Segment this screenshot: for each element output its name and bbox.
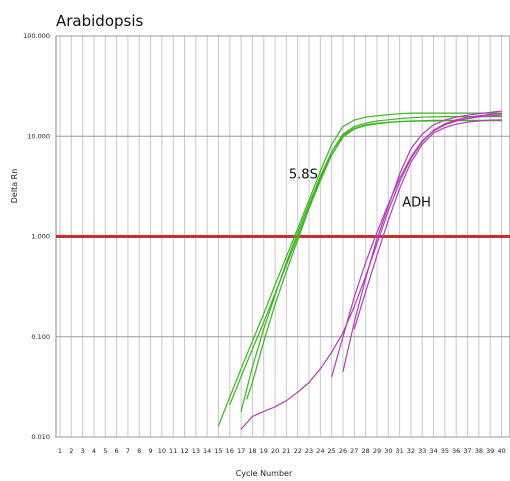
x-tick-label: 23 xyxy=(305,447,313,455)
x-tick-label: 9 xyxy=(148,447,152,455)
x-tick-label: 5 xyxy=(103,447,107,455)
x-tick-label: 25 xyxy=(328,447,336,455)
x-axis-label: Cycle Number xyxy=(236,469,293,478)
x-tick-label: 21 xyxy=(282,447,290,455)
y-tick-label: 10.000 xyxy=(27,132,50,140)
x-tick-label: 30 xyxy=(384,447,392,455)
x-tick-label: 39 xyxy=(486,447,494,455)
x-tick-label: 35 xyxy=(441,447,449,455)
x-tick-label: 18 xyxy=(248,447,256,455)
chart-title: Arabidopsis xyxy=(56,12,144,30)
x-tick-label: 16 xyxy=(226,447,234,455)
x-tick-label: 29 xyxy=(373,447,381,455)
x-tick-label: 12 xyxy=(180,447,188,455)
curve-adh-7 xyxy=(342,110,503,373)
x-tick-label: 20 xyxy=(271,447,279,455)
x-tick-label: 33 xyxy=(418,447,426,455)
x-tick-label: 14 xyxy=(203,447,211,455)
x-tick-label: 38 xyxy=(475,447,483,455)
annotation-adh: ADH xyxy=(402,195,431,210)
curve-adh-8 xyxy=(353,119,503,330)
x-tick-label: 3 xyxy=(81,447,85,455)
x-tick-label: 32 xyxy=(407,447,415,455)
x-tick-label: 24 xyxy=(316,447,324,455)
x-tick-label: 36 xyxy=(452,447,460,455)
x-tick-label: 1 xyxy=(58,447,62,455)
x-tick-label: 34 xyxy=(429,447,437,455)
x-tick-label: 15 xyxy=(214,447,222,455)
x-tick-label: 19 xyxy=(260,447,268,455)
x-tick-label: 40 xyxy=(497,447,505,455)
annotation-5-8s: 5.8S xyxy=(289,167,318,182)
x-tick-label: 2 xyxy=(69,447,73,455)
y-tick-label: 100.000 xyxy=(23,32,50,40)
x-tick-label: 13 xyxy=(192,447,200,455)
annotations: 5.8S ADH xyxy=(289,167,431,210)
x-axis-ticks: 1 2 3 4 5 6 7 8 9 10 11 12 13 14 15 16 17 18 19 20 21 22 23 24 2… xyxy=(58,447,506,455)
x-tick-label: 28 xyxy=(361,447,369,455)
curve-5-8s-1 xyxy=(217,112,503,427)
y-tick-label: 0.100 xyxy=(31,333,50,341)
x-tick-label: 26 xyxy=(339,447,347,455)
x-tick-label: 4 xyxy=(92,447,96,455)
curve-adh-6 xyxy=(331,114,503,378)
x-tick-label: 6 xyxy=(115,447,119,455)
y-axis-ticks: 0.010 0.100 1.000 10.000 100.000 xyxy=(23,32,50,441)
x-tick-label: 7 xyxy=(126,447,130,455)
x-tick-label: 22 xyxy=(294,447,302,455)
y-axis-label: Delta Rn xyxy=(10,169,19,204)
x-tick-label: 27 xyxy=(350,447,358,455)
x-tick-label: 10 xyxy=(158,447,166,455)
x-tick-label: 31 xyxy=(395,447,403,455)
y-tick-label: 0.010 xyxy=(31,433,50,441)
series-layer xyxy=(217,110,503,430)
x-tick-label: 37 xyxy=(463,447,471,455)
x-tick-label: 11 xyxy=(169,447,177,455)
x-tick-label: 8 xyxy=(137,447,141,455)
x-tick-label: 17 xyxy=(237,447,245,455)
y-tick-label: 1.000 xyxy=(31,233,50,241)
